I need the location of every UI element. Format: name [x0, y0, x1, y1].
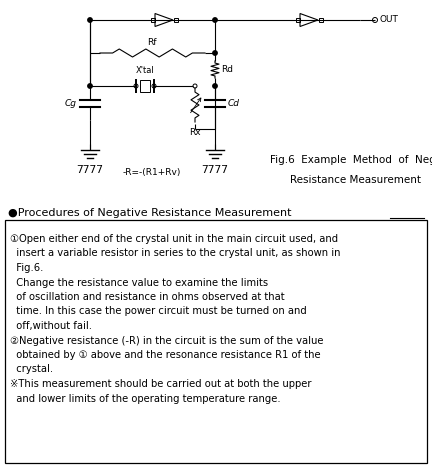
Text: Rx: Rx [189, 128, 201, 137]
Text: 7777: 7777 [76, 165, 104, 175]
Text: Fig.6.: Fig.6. [10, 263, 43, 273]
Bar [174, 18, 178, 22]
Text: ①Open either end of the crystal unit in the main circuit used, and: ①Open either end of the crystal unit in … [10, 234, 338, 244]
Text: obtained by ① above and the resonance resistance R1 of the: obtained by ① above and the resonance re… [10, 350, 321, 360]
Bar [150, 18, 155, 22]
Text: off,without fail.: off,without fail. [10, 321, 92, 331]
Text: Fig.6  Example  Method  of  Negative: Fig.6 Example Method of Negative [270, 155, 432, 165]
Circle shape [193, 84, 197, 88]
Text: X'tal: X'tal [136, 66, 154, 75]
Text: Rf: Rf [147, 38, 157, 47]
Text: Rd: Rd [221, 66, 233, 74]
Circle shape [88, 18, 92, 22]
Text: 7777: 7777 [201, 165, 229, 175]
Text: time. In this case the power circuit must be turned on and: time. In this case the power circuit mus… [10, 307, 307, 316]
Text: Cg: Cg [65, 98, 77, 108]
Circle shape [213, 51, 217, 55]
Circle shape [213, 18, 217, 22]
Text: and lower limits of the operating temperature range.: and lower limits of the operating temper… [10, 394, 281, 403]
Text: insert a variable resistor in series to the crystal unit, as shown in: insert a variable resistor in series to … [10, 249, 340, 258]
Text: of oscillation and resistance in ohms observed at that: of oscillation and resistance in ohms ob… [10, 292, 285, 302]
Circle shape [213, 84, 217, 88]
Circle shape [152, 84, 156, 88]
Text: Resistance Measurement: Resistance Measurement [290, 175, 421, 185]
Bar [318, 18, 323, 22]
Circle shape [88, 84, 92, 88]
Circle shape [134, 84, 138, 88]
Text: OUT: OUT [379, 15, 398, 24]
Bar [295, 18, 299, 22]
Text: Cd: Cd [228, 98, 240, 108]
Text: -R=-(R1+Rv): -R=-(R1+Rv) [123, 168, 181, 177]
Text: ②Negative resistance (-R) in the circuit is the sum of the value: ②Negative resistance (-R) in the circuit… [10, 336, 324, 345]
Bar [5, 220, 427, 463]
Text: ●Procedures of Negative Resistance Measurement: ●Procedures of Negative Resistance Measu… [8, 208, 292, 218]
Text: crystal.: crystal. [10, 365, 53, 374]
Text: Change the resistance value to examine the limits: Change the resistance value to examine t… [10, 278, 268, 287]
Text: ※This measurement should be carried out at both the upper: ※This measurement should be carried out … [10, 379, 311, 389]
Bar [140, 80, 150, 92]
Circle shape [372, 17, 378, 22]
